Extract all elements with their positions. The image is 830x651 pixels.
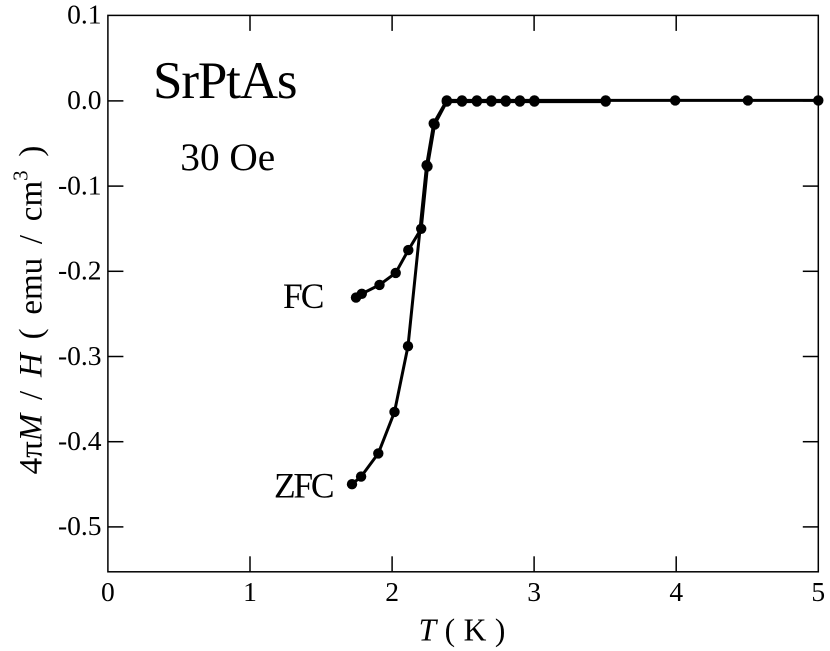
svg-text:4: 4 [669, 576, 683, 607]
svg-text:-0.3: -0.3 [58, 340, 102, 371]
svg-text:5: 5 [811, 576, 825, 607]
svg-text:-0.5: -0.5 [58, 510, 102, 541]
svg-text:0.0: 0.0 [67, 84, 101, 115]
svg-text:0: 0 [101, 576, 115, 607]
svg-text:FC: FC [283, 276, 323, 316]
svg-text:3: 3 [527, 576, 541, 607]
svg-text:1: 1 [243, 576, 257, 607]
svg-text:4πM / H ( emu / cm3 ): 4πM / H ( emu / cm3 ) [9, 146, 50, 475]
svg-text:-0.1: -0.1 [58, 169, 102, 200]
svg-text:ZFC: ZFC [274, 466, 333, 506]
svg-text:T ( K ): T ( K ) [419, 612, 506, 647]
svg-text:30 Oe: 30 Oe [180, 135, 275, 179]
svg-text:SrPtAs: SrPtAs [153, 52, 296, 110]
svg-text:2: 2 [385, 576, 399, 607]
svg-text:0.1: 0.1 [67, 0, 101, 30]
svg-text:-0.2: -0.2 [58, 255, 102, 286]
svg-text:-0.4: -0.4 [58, 425, 102, 456]
